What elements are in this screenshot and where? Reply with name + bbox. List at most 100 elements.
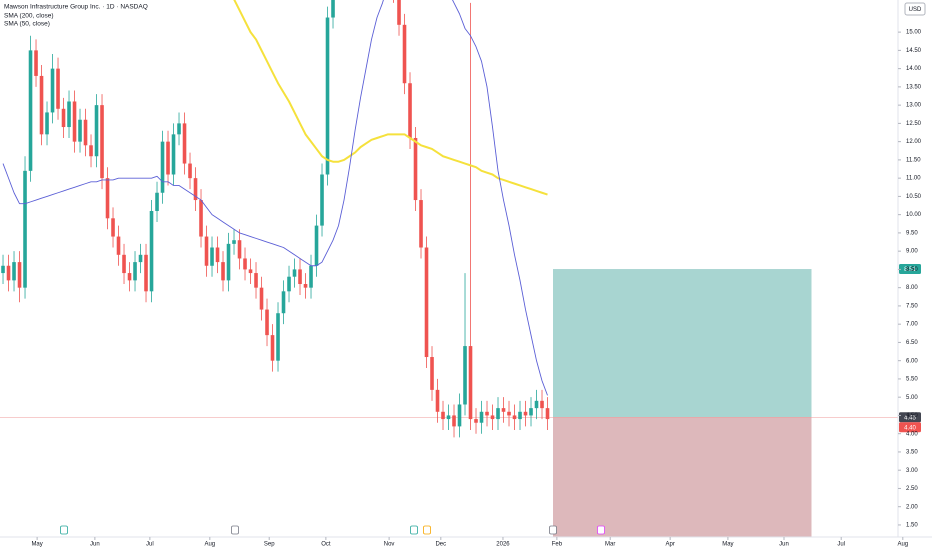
y-tick-label: 7.00 bbox=[906, 322, 918, 328]
y-tick-label: 4.00 bbox=[906, 431, 918, 437]
candle-body bbox=[149, 211, 154, 292]
x-tick-label: Jul bbox=[146, 542, 154, 548]
y-tick-label: 2.00 bbox=[906, 504, 918, 510]
candle-body bbox=[523, 411, 528, 416]
candle-body bbox=[226, 243, 231, 281]
event-marker bbox=[597, 525, 605, 535]
candle-body bbox=[144, 254, 148, 292]
candle-body bbox=[424, 247, 429, 358]
entry-price-tag-label: 4.45 bbox=[904, 415, 916, 421]
y-tick-label: 15.00 bbox=[906, 30, 922, 36]
candle-body bbox=[210, 247, 214, 266]
candle-body bbox=[28, 50, 33, 171]
event-marker bbox=[410, 525, 418, 535]
x-tick-label: May bbox=[31, 542, 42, 548]
candle-body bbox=[171, 134, 176, 175]
overlay: 8.51 4.45 4.40 bbox=[899, 264, 921, 433]
candle-body bbox=[248, 269, 253, 274]
candle-body bbox=[116, 236, 121, 255]
currency-label[interactable]: USD bbox=[909, 7, 922, 13]
candle-body bbox=[501, 408, 506, 412]
candle-body bbox=[446, 415, 451, 420]
candle-body bbox=[441, 411, 445, 420]
candle-body bbox=[331, 0, 335, 18]
candle-body bbox=[496, 408, 500, 420]
candle-body bbox=[177, 123, 181, 135]
candle-body bbox=[111, 218, 115, 237]
candle-body bbox=[485, 411, 489, 416]
y-tick-label: 6.50 bbox=[906, 340, 918, 346]
target-price-tag-label: 8.51 bbox=[904, 267, 916, 273]
candle-body bbox=[512, 415, 517, 420]
candle-body bbox=[204, 236, 209, 266]
candle-body bbox=[50, 68, 55, 113]
y-tick-label: 2.50 bbox=[906, 486, 918, 492]
candle-body bbox=[138, 254, 143, 263]
candle-body bbox=[270, 335, 275, 361]
candle-body bbox=[529, 408, 533, 416]
candle-body bbox=[540, 400, 544, 409]
y-tick-label: 11.00 bbox=[906, 176, 921, 182]
event-marker bbox=[549, 525, 557, 535]
candle-body bbox=[72, 101, 77, 142]
y-tick-label: 8.50 bbox=[906, 267, 918, 273]
candle-body bbox=[452, 415, 456, 427]
candle-body bbox=[232, 240, 236, 244]
x-tick-label: Mar bbox=[605, 542, 615, 548]
currency-box[interactable] bbox=[904, 2, 926, 16]
candle-body bbox=[457, 404, 462, 427]
entry-price-tag bbox=[899, 412, 921, 423]
chart-title: Mawson Infrastructure Group Inc. · 1D · … bbox=[4, 4, 148, 11]
candle-body bbox=[83, 119, 88, 146]
candle-body bbox=[127, 273, 132, 281]
candle-body bbox=[303, 284, 308, 288]
candle-body bbox=[259, 287, 264, 310]
candle-body bbox=[243, 258, 247, 270]
candle-body bbox=[45, 112, 49, 135]
candle-body bbox=[314, 225, 319, 266]
legend-entry: SMA (50, close) bbox=[4, 21, 50, 28]
candle-body bbox=[507, 411, 511, 416]
candle-body bbox=[61, 108, 66, 128]
y-tick-label: 9.50 bbox=[906, 230, 918, 236]
candle-body bbox=[56, 68, 60, 109]
candle-body bbox=[188, 163, 192, 179]
y-tick-label: 10.00 bbox=[906, 212, 922, 218]
legend-entry: SMA (200, close) bbox=[4, 13, 54, 20]
candle-body bbox=[12, 262, 16, 281]
y-tick-label: 5.00 bbox=[906, 395, 918, 401]
candle-body bbox=[325, 17, 330, 175]
candle-body bbox=[408, 83, 412, 138]
x-tick-label: Jun bbox=[90, 542, 100, 548]
x-tick-label: Nov bbox=[384, 542, 395, 548]
y-tick-label: 3.50 bbox=[906, 450, 918, 456]
y-tick-label: 10.50 bbox=[906, 194, 922, 200]
candle-body bbox=[221, 262, 225, 281]
candle-body bbox=[17, 262, 22, 288]
candle-body bbox=[468, 346, 473, 420]
candle-body bbox=[413, 137, 418, 201]
candle-body bbox=[474, 419, 478, 423]
x-tick-label: Jul bbox=[837, 542, 845, 548]
candle-body bbox=[23, 170, 27, 288]
candle-body bbox=[419, 200, 423, 248]
candle-body bbox=[166, 141, 170, 175]
candle-body bbox=[490, 415, 495, 420]
plot-area bbox=[0, 0, 898, 537]
x-tick-label: Aug bbox=[204, 542, 215, 548]
y-tick-label: 3.00 bbox=[906, 468, 918, 474]
y-tick-label: 13.00 bbox=[906, 103, 922, 109]
event-marker bbox=[423, 525, 431, 535]
y-tick-label: 14.00 bbox=[906, 66, 922, 72]
candle-body bbox=[287, 276, 291, 292]
x-tick-label: 2026 bbox=[496, 542, 510, 548]
candle-body bbox=[105, 178, 110, 219]
candle-body bbox=[94, 105, 99, 157]
last-price-tag bbox=[899, 422, 921, 433]
candle-body bbox=[215, 247, 220, 263]
candle-body bbox=[1, 265, 5, 274]
candle-body bbox=[39, 75, 44, 135]
y-tick-label: 1.50 bbox=[906, 523, 918, 529]
